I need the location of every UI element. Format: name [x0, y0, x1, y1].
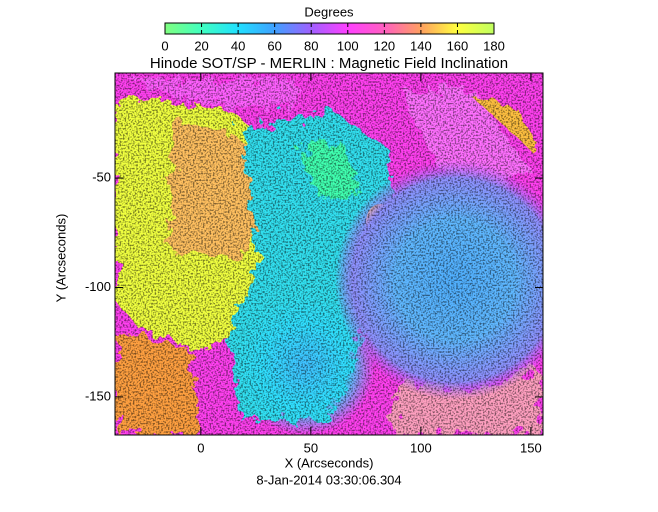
y-tick-label: -100 — [85, 279, 111, 294]
colorbar-tick-label: 140 — [410, 38, 432, 53]
colorbar-tick-label: 180 — [483, 38, 505, 53]
colorbar-tick-label: 0 — [161, 38, 168, 53]
chart-title: Hinode SOT/SP - MERLIN : Magnetic Field … — [150, 55, 508, 72]
colorbar-tick-label: 20 — [194, 38, 208, 53]
x-tick-label: 150 — [520, 440, 542, 455]
colorbar — [164, 22, 495, 35]
y-axis-label: Y (Arcseconds) — [53, 214, 68, 303]
colorbar-tick-label: 120 — [373, 38, 395, 53]
footer: 8-Jan-2014 03:30:06.304 — [256, 472, 401, 487]
x-tick-label: 0 — [197, 440, 204, 455]
colorbar-label: Degrees — [304, 4, 354, 19]
x-tick-label: 100 — [410, 440, 432, 455]
y-tick-label: -50 — [92, 169, 111, 184]
inclination-map — [115, 73, 543, 435]
colorbar-tick-label: 160 — [447, 38, 469, 53]
plot-frame — [114, 72, 544, 436]
colorbar-tick-label: 40 — [231, 38, 245, 53]
colorbar-tick-label: 80 — [304, 38, 318, 53]
colorbar-tick-label: 100 — [337, 38, 359, 53]
x-tick-label: 50 — [304, 440, 318, 455]
colorbar-tick-label: 60 — [267, 38, 281, 53]
x-axis-label: X (Arcseconds) — [285, 455, 374, 470]
y-tick-label: -150 — [85, 388, 111, 403]
